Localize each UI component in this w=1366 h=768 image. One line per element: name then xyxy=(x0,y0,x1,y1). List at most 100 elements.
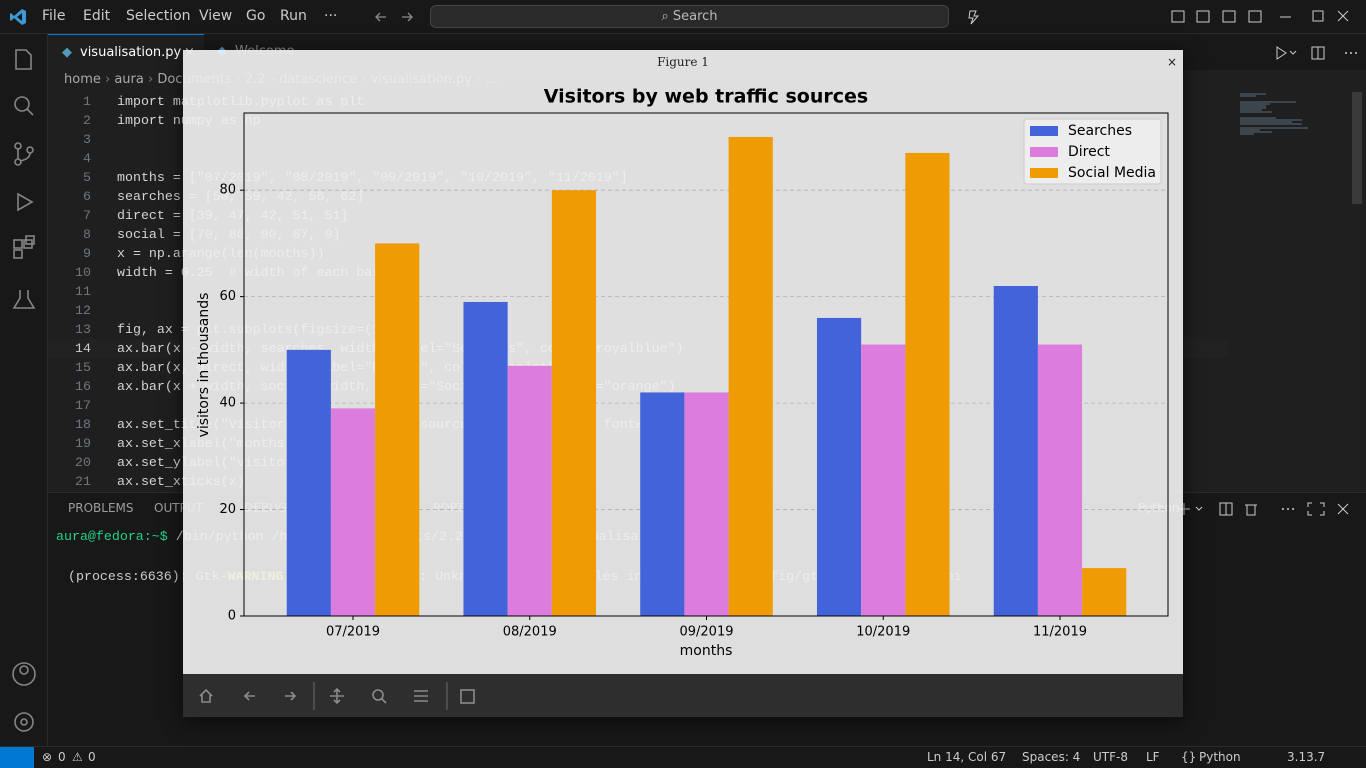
warning-icon: ⚠ xyxy=(72,750,83,764)
nav-arrows[interactable] xyxy=(372,8,422,26)
y-tick-label: 20 xyxy=(219,502,236,517)
error-count[interactable]: 0 xyxy=(58,750,66,764)
bar xyxy=(905,152,950,616)
line-number: 9 xyxy=(83,246,91,261)
chart: Visitors by web traffic sources months v… xyxy=(196,86,1169,659)
bar xyxy=(728,136,773,616)
command-search[interactable]: ⌕ Search xyxy=(430,5,949,28)
search-icon: ⌕ xyxy=(661,9,673,24)
bar xyxy=(993,285,1038,616)
x-tick-label: 11/2019 xyxy=(1033,625,1087,640)
line-number: 11 xyxy=(75,284,91,299)
python-version[interactable]: 3.13.7 xyxy=(1287,750,1326,764)
x-tick-label: 07/2019 xyxy=(326,625,380,640)
line-number: 2 xyxy=(83,113,91,128)
menu-item[interactable]: Run xyxy=(280,8,307,24)
code-line: 17 xyxy=(48,396,1228,415)
code-line: 3 xyxy=(48,130,1228,149)
panel-tab[interactable]: PROBLEMS xyxy=(68,501,134,515)
editor-actions[interactable] xyxy=(1268,44,1366,62)
cursor-position[interactable]: Ln 14, Col 67 xyxy=(927,750,1007,764)
warning-count[interactable]: 0 xyxy=(88,750,96,764)
x-tick-label: 10/2019 xyxy=(856,625,910,640)
y-tick-label: 40 xyxy=(219,396,236,411)
line-number: 5 xyxy=(83,170,91,185)
breadcrumb-item[interactable]: aura xyxy=(114,72,144,87)
bar xyxy=(640,392,685,616)
line-number: 19 xyxy=(75,436,91,451)
code-line: 4 xyxy=(48,149,1228,168)
line-number: 20 xyxy=(75,455,91,470)
y-tick-label: 60 xyxy=(219,289,236,304)
bar xyxy=(375,243,420,616)
braces-icon: {} xyxy=(1181,750,1197,764)
line-number: 21 xyxy=(75,474,91,489)
legend-label: Searches xyxy=(1068,123,1132,139)
line-number: 14 xyxy=(75,341,91,356)
figure-close[interactable]: × xyxy=(1166,55,1177,69)
code-line: 12 xyxy=(48,301,1228,320)
toolbar-icons[interactable] xyxy=(183,674,503,717)
bar xyxy=(551,190,597,616)
search-label: Search xyxy=(672,9,718,24)
bar xyxy=(507,365,552,616)
line-number: 8 xyxy=(83,227,91,242)
remote-indicator[interactable] xyxy=(0,747,34,768)
bar xyxy=(684,392,729,616)
error-icon: ⊗ xyxy=(42,750,53,764)
breadcrumb-separator: › xyxy=(143,72,158,87)
menu-item[interactable]: Selection xyxy=(126,8,191,24)
minimap xyxy=(1240,92,1362,204)
tab-active[interactable]: ◆ visualisation.py × xyxy=(48,34,204,71)
legend-swatch xyxy=(1030,147,1058,157)
python-icon: ◆ xyxy=(62,45,72,60)
line-ending[interactable]: LF xyxy=(1146,750,1160,764)
figure-title: Figure 1 xyxy=(657,55,709,69)
indentation[interactable]: Spaces: 4 xyxy=(1022,750,1081,764)
line-number: 7 xyxy=(83,208,91,223)
y-axis-label: visitors in thousands xyxy=(196,293,212,438)
line-number: 12 xyxy=(75,303,91,318)
legend-label: Direct xyxy=(1068,144,1110,160)
figure-window: Figure 1 × Visitors by web traffic source… xyxy=(183,50,1183,717)
menu-item[interactable]: File xyxy=(42,8,66,24)
scrollbar[interactable] xyxy=(1352,92,1362,204)
figure-toolbar xyxy=(183,674,1183,717)
figure-title-bar: Figure 1 × xyxy=(183,50,1183,74)
tab-label: visualisation.py xyxy=(80,45,182,60)
menu-item[interactable]: Edit xyxy=(83,8,111,24)
window-controls[interactable] xyxy=(960,6,1366,28)
legend-box xyxy=(1023,118,1162,185)
bar xyxy=(816,317,862,616)
bar xyxy=(861,344,906,616)
breadcrumb-item[interactable]: home xyxy=(64,72,101,87)
line-number: 10 xyxy=(75,265,91,280)
panel-actions[interactable] xyxy=(1178,499,1358,519)
status-bar: ⊗ 0 ⚠ 0 Ln 14, Col 67 Spaces: 4 UTF-8 LF {… xyxy=(0,746,1366,768)
menu-item[interactable]: View xyxy=(199,8,233,24)
title-bar: File Edit Selection View Go Run ··· ⌕ Search xyxy=(0,0,1366,34)
line-number: 18 xyxy=(75,417,91,432)
bar xyxy=(1037,344,1083,616)
breadcrumb-separator: › xyxy=(100,72,115,87)
x-tick-label: 09/2019 xyxy=(679,625,733,640)
prompt: aura@fedora:~$ xyxy=(56,529,168,544)
activity-bar xyxy=(0,34,48,746)
activity-icons[interactable] xyxy=(0,34,48,746)
menu-item[interactable]: ··· xyxy=(324,8,338,24)
legend-label: Social Media xyxy=(1068,165,1156,181)
line-number: 17 xyxy=(75,398,91,413)
vscode-logo xyxy=(10,9,26,25)
encoding[interactable]: UTF-8 xyxy=(1093,750,1128,764)
legend-swatch xyxy=(1030,126,1058,136)
language-mode[interactable]: Python xyxy=(1199,750,1241,764)
bar xyxy=(286,349,331,616)
code-line: 11 xyxy=(48,282,1228,301)
bar xyxy=(463,301,508,616)
y-tick-label: 80 xyxy=(219,183,236,198)
line-number: 3 xyxy=(83,132,91,147)
menu-item[interactable]: Go xyxy=(246,8,266,24)
chart-title: Visitors by web traffic sources xyxy=(544,86,868,108)
x-axis-label: months xyxy=(680,643,733,659)
line-number: 15 xyxy=(75,360,91,375)
